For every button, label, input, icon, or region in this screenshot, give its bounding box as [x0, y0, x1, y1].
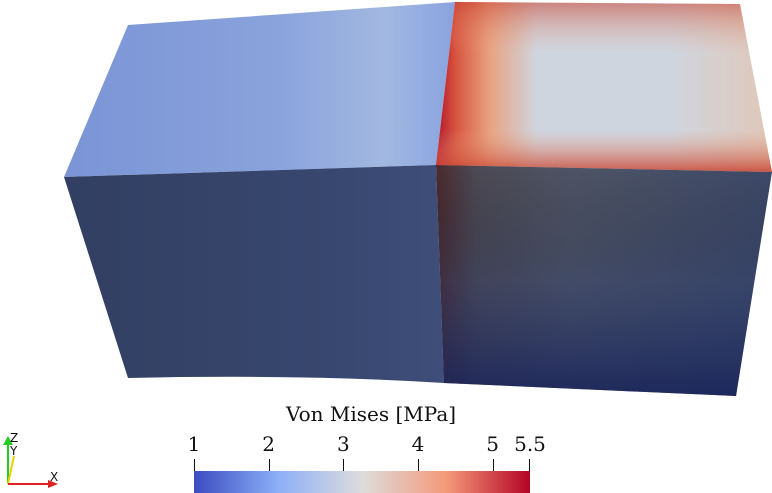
colorbar-tick-mark: [343, 459, 345, 477]
colorbar-tick-mark: [194, 459, 195, 477]
x-axis-label: X: [50, 470, 58, 484]
colorbar-tick-mark: [268, 459, 270, 477]
colorbar: [194, 471, 530, 493]
colorbar-tick-mark: [492, 459, 494, 477]
x-axis-arrow: [48, 480, 58, 488]
top-left-face: [64, 2, 455, 177]
colorbar-tick-label: 1: [187, 432, 201, 456]
top-right-face-shade: [436, 2, 772, 172]
colorbar-gradient: [194, 471, 530, 493]
y-axis-label: Y: [9, 444, 18, 458]
colorbar-tick-label: 5: [486, 432, 500, 456]
front-right-face-shade: [436, 165, 772, 396]
orientation-axes: Z Y X: [3, 431, 58, 488]
z-axis-arrow: [3, 436, 13, 445]
z-axis-label: Z: [10, 431, 18, 445]
colorbar-tick-label: 4: [411, 432, 425, 456]
y-axis-line: [7, 455, 15, 485]
colorbar-tick-label: 2: [262, 432, 276, 456]
front-left-face: [64, 165, 444, 383]
colorbar-tick-mark: [418, 459, 419, 477]
colorbar-tick-label: 3: [336, 432, 350, 456]
colorbar-tick-label: 5.5: [514, 432, 546, 456]
colorbar-tick-mark: [529, 459, 530, 477]
colorbar-title: Von Mises [MPa]: [286, 402, 457, 426]
